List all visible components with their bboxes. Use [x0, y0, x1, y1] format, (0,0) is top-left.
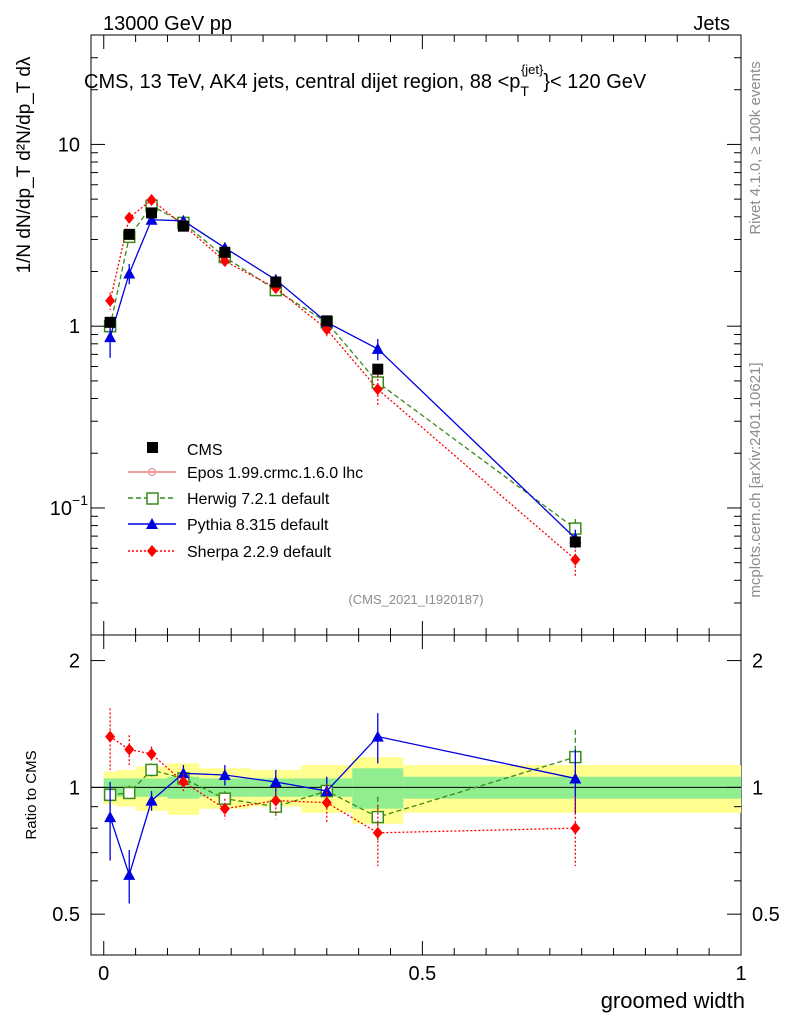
- legend-pythia-label: Pythia 8.315 default: [187, 517, 329, 534]
- plot-title: CMS, 13 TeV, AK4 jets, central dijet reg…: [84, 62, 647, 99]
- main-plot: [103, 193, 582, 577]
- legend-epos-label: Epos 1.99.crmc.1.6.0 lhc: [187, 465, 363, 482]
- sherpa-point: [570, 822, 581, 835]
- legend-pythia-marker: [146, 518, 158, 529]
- legend-cms-marker: [147, 442, 158, 453]
- ratio-y-tick-label-right: 0.5: [752, 904, 780, 926]
- cms-point: [177, 220, 189, 232]
- pythia-point: [371, 342, 384, 354]
- y-tick-label: 1: [69, 316, 80, 338]
- pythia-point: [569, 772, 582, 784]
- ratio-y-tick-label: 2: [69, 651, 80, 673]
- pythia-point: [177, 767, 190, 779]
- title-sub: T: [520, 83, 529, 99]
- herwig-point: [145, 763, 158, 777]
- analysis-id: (CMS_2021_I1920187): [348, 592, 483, 607]
- sherpa-point: [105, 730, 116, 743]
- pythia-point: [104, 811, 117, 823]
- legend-herwig-label: Herwig 7.2.1 default: [187, 491, 330, 508]
- cms-point: [270, 276, 282, 288]
- cms-point: [219, 246, 231, 258]
- sherpa-point: [219, 802, 230, 815]
- pythia-point: [123, 267, 136, 279]
- sherpa-point: [146, 193, 157, 206]
- title-sup: {jet}: [521, 62, 544, 77]
- pythia-point: [123, 868, 136, 880]
- sherpa-point: [219, 255, 230, 268]
- herwig-point: [122, 786, 136, 800]
- legend-sherpa-label: Sherpa 2.2.9 default: [187, 544, 332, 561]
- energy-label: 13000 GeV pp: [103, 13, 232, 35]
- cms-point: [104, 316, 116, 328]
- main-sherpa-line: [109, 199, 576, 561]
- title-end: }< 120 GeV: [543, 71, 647, 93]
- sherpa-point: [372, 826, 383, 839]
- cms-point: [569, 536, 581, 548]
- ratio-y-tick-label-right: 2: [752, 651, 763, 673]
- pythia-point: [145, 213, 158, 225]
- ratio-y-tick-label: 0.5: [52, 904, 80, 926]
- sherpa-point: [321, 796, 332, 809]
- y-tick-exponent: −1: [72, 492, 88, 508]
- sherpa-point: [146, 748, 157, 761]
- cms-point: [123, 228, 135, 240]
- ratio-plot: [91, 708, 741, 904]
- title-main: CMS, 13 TeV, AK4 jets, central dijet reg…: [84, 71, 520, 93]
- xlabel: groomed width: [601, 988, 745, 1013]
- y-tick-label: 10: [50, 498, 72, 520]
- cms-point: [372, 363, 384, 375]
- category-label: Jets: [693, 13, 730, 35]
- pythia-point: [145, 794, 158, 806]
- sherpa-point: [372, 383, 383, 396]
- mcplots-label: mcplots.cern.ch [arXiv:2401.10621]: [747, 362, 764, 597]
- main-pythia-line: [109, 219, 576, 539]
- pythia-point: [104, 331, 117, 343]
- y-tick-label: 10: [58, 134, 80, 156]
- legend-herwig-marker: [146, 492, 159, 505]
- x-tick-label: 0: [98, 963, 109, 985]
- ratio-y-tick-label-right: 1: [752, 777, 763, 799]
- pythia-point: [371, 730, 384, 742]
- pythia-point: [218, 768, 231, 780]
- rivet-label: Rivet 4.1.0, ≥ 100k events: [747, 61, 764, 234]
- sherpa-point: [270, 794, 281, 807]
- sherpa-point: [321, 323, 332, 336]
- sherpa-point: [124, 743, 135, 756]
- legend-sherpa-marker: [147, 545, 157, 557]
- sherpa-point: [570, 553, 581, 566]
- sherpa-point: [124, 211, 135, 224]
- legend-epos-marker: [148, 468, 156, 476]
- pythia-point: [269, 775, 282, 787]
- pythia-point: [320, 785, 333, 797]
- x-tick-label: 0.5: [408, 963, 436, 985]
- sherpa-point: [178, 775, 189, 788]
- cms-point: [321, 315, 333, 327]
- ratio-ylabel: Ratio to CMS: [23, 750, 40, 839]
- x-tick-label: 1: [735, 963, 746, 985]
- ratio-band-inner: [352, 768, 404, 809]
- cms-point: [146, 207, 158, 219]
- legend: CMS Epos 1.99.crmc.1.6.0 lhc Herwig 7.2.…: [128, 442, 363, 561]
- legend-cms-label: CMS: [187, 442, 223, 459]
- sherpa-point: [105, 294, 116, 307]
- main-ylabel: 1/N dN/dp_T d²N/dp_T dλ: [14, 56, 35, 273]
- ratio-y-tick-label: 1: [69, 777, 80, 799]
